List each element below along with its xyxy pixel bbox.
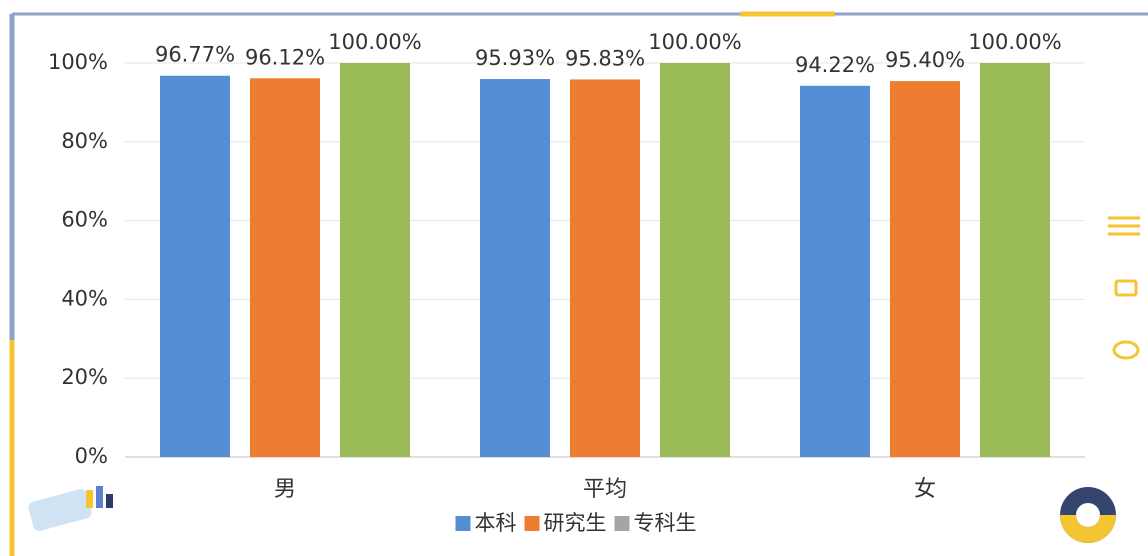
decoration-right: [1060, 487, 1116, 543]
y-tick-label: 0%: [75, 444, 108, 468]
bar: [250, 78, 320, 457]
x-tick-label: 女: [914, 477, 936, 502]
chart: 0%20%40%60%80%100%男96.77%96.12%100.00%平均…: [0, 0, 1148, 556]
decor-bar: [96, 486, 103, 508]
data-label: 96.77%: [155, 43, 235, 67]
data-label: 100.00%: [328, 30, 421, 54]
bar: [800, 86, 870, 457]
bar: [160, 76, 230, 457]
data-label: 94.22%: [795, 53, 875, 77]
x-tick-label: 男: [274, 477, 296, 502]
legend-marker: [615, 516, 630, 531]
y-tick-label: 100%: [48, 50, 108, 74]
decor-bar: [86, 490, 93, 508]
data-label: 100.00%: [648, 30, 741, 54]
legend-marker: [456, 516, 471, 531]
data-label: 95.40%: [885, 48, 965, 72]
legend-label: 研究生: [544, 511, 607, 535]
decor-bar: [106, 494, 113, 508]
data-label: 95.93%: [475, 46, 555, 70]
bar: [570, 79, 640, 457]
y-tick-label: 40%: [61, 286, 108, 310]
y-tick-label: 20%: [61, 365, 108, 389]
data-label: 95.83%: [565, 46, 645, 70]
y-tick-label: 60%: [61, 208, 108, 232]
legend-marker: [525, 516, 540, 531]
y-tick-label: 80%: [61, 129, 108, 153]
data-label: 100.00%: [968, 30, 1061, 54]
legend-label: 本科: [475, 511, 517, 535]
bar: [340, 63, 410, 457]
bar: [480, 79, 550, 457]
legend-label: 专科生: [634, 511, 697, 535]
data-label: 96.12%: [245, 45, 325, 69]
decor-donut-hole: [1076, 503, 1100, 527]
bar: [660, 63, 730, 457]
x-tick-label: 平均: [583, 477, 627, 502]
bar: [980, 63, 1050, 457]
bar: [890, 81, 960, 457]
